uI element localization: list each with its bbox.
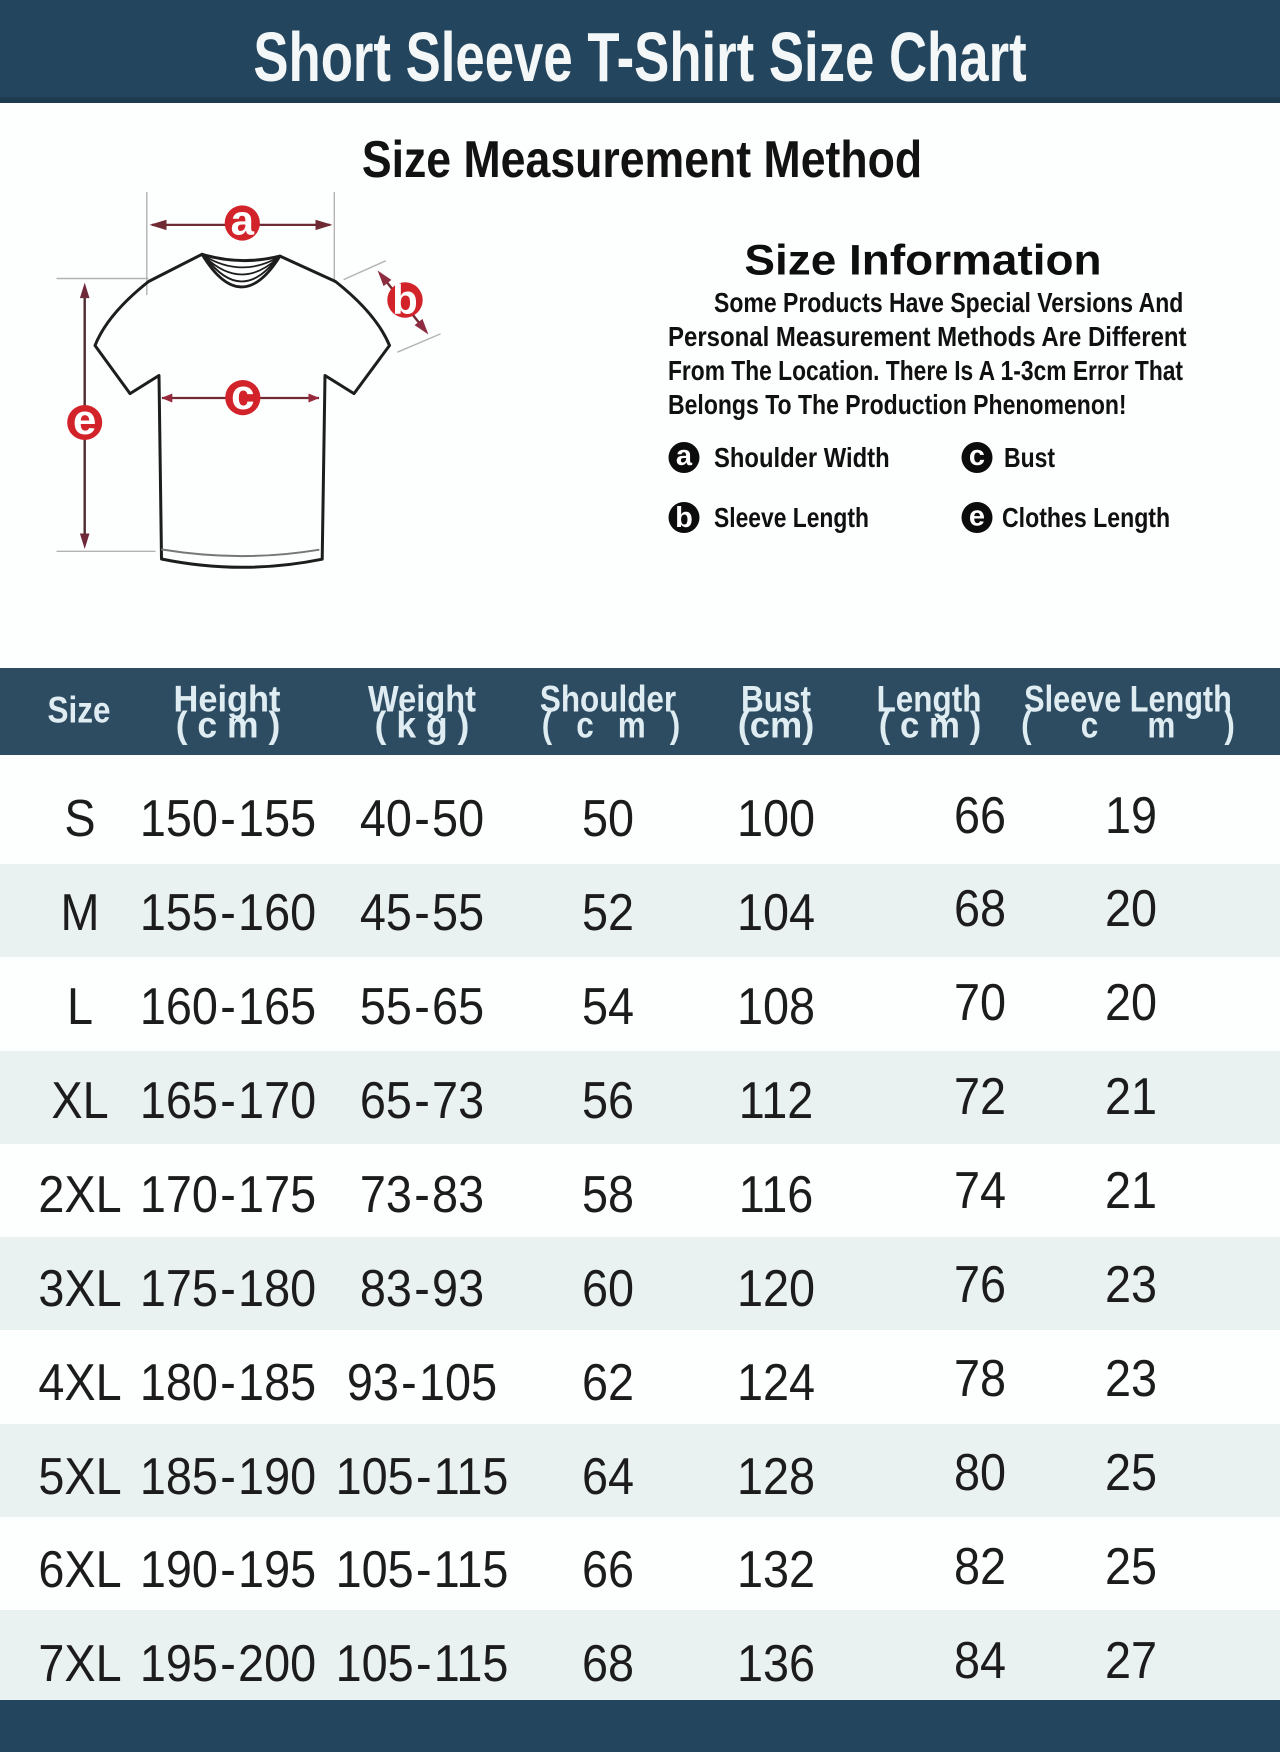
svg-text:c: c bbox=[231, 371, 254, 418]
svg-text:b: b bbox=[675, 502, 693, 534]
svg-text:a: a bbox=[231, 196, 255, 243]
svg-text:c: c bbox=[969, 440, 985, 472]
svg-text:e: e bbox=[73, 396, 96, 443]
svg-text:e: e bbox=[969, 501, 985, 533]
svg-text:b: b bbox=[392, 276, 418, 323]
svg-text:a: a bbox=[676, 440, 693, 472]
